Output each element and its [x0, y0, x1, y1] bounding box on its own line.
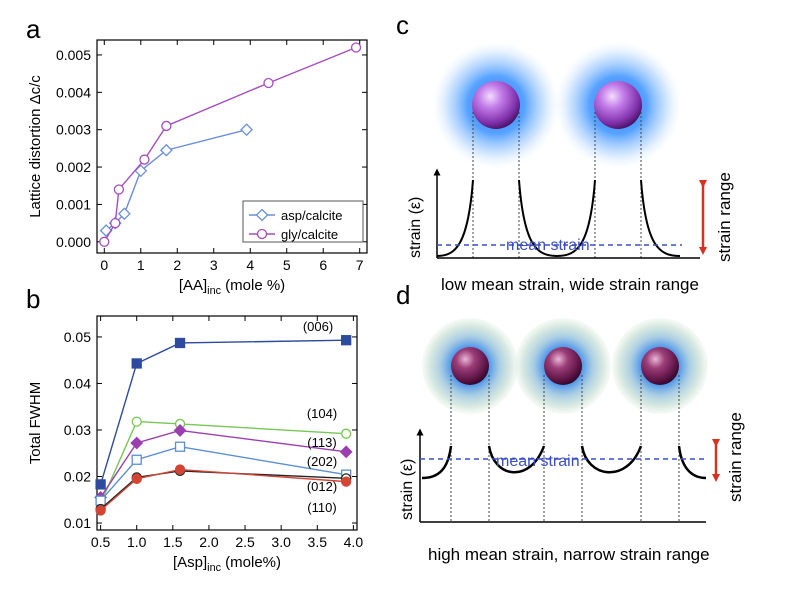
y-tick-label: 0.005	[56, 47, 91, 63]
x-tick-label: 0.5	[91, 534, 111, 550]
x-tick-label: 2.0	[199, 534, 219, 550]
y-tick-label: 0.03	[64, 422, 91, 438]
y-tick-label: 0.002	[56, 159, 91, 175]
data-point	[263, 77, 274, 89]
series-label: (012)	[307, 479, 337, 494]
data-point	[131, 358, 142, 369]
data-point	[131, 416, 142, 427]
x-tick-label: 5	[283, 257, 291, 273]
plot-frame	[96, 315, 358, 531]
data-point	[159, 143, 173, 157]
x-tick-label: 4.0	[344, 534, 364, 550]
data-point	[341, 476, 352, 487]
x-tick-label: 4	[246, 257, 254, 273]
atom-sphere-d2	[544, 347, 582, 385]
strain-range-label-d: strain range	[726, 412, 745, 502]
series-line-202	[100, 446, 347, 502]
legend-label: gly/calcite	[281, 227, 338, 242]
plot-frame	[96, 39, 368, 254]
y-axis-label-d: strain (ε)	[399, 459, 416, 520]
data-point	[341, 335, 352, 346]
legend-marker	[256, 228, 268, 240]
data-point	[139, 154, 150, 165]
data-point	[95, 479, 106, 490]
legend-label: asp/calcite	[281, 208, 342, 223]
series-label: (202)	[307, 454, 337, 469]
x-axis-label: [AA]inc (mole %)	[179, 277, 285, 297]
x-tick-label: 7	[356, 257, 364, 273]
series-label: (113)	[307, 435, 336, 450]
y-tick-label: 0.001	[56, 196, 91, 212]
data-point	[99, 236, 110, 247]
chart-a: 0 1 2 3 4 5 6 7 0.000 0.001 0.002 0.003 0.004 0.005 [A…	[27, 39, 368, 297]
y-tick-label: 0.003	[56, 122, 91, 138]
strain-curve-d	[421, 445, 707, 480]
mean-strain-label-d: mean strain	[496, 453, 580, 470]
y-axis-label: Lattice distortion Δc/c	[27, 75, 44, 218]
y-tick-label: 0.000	[56, 234, 91, 250]
data-point	[173, 424, 187, 437]
y-axis-label: Total FWHM	[27, 382, 44, 465]
data-point	[130, 436, 144, 450]
panel-d-schematic: d mean strain strain range strain (ε) hi…	[396, 280, 745, 564]
chart-b: 0.5 1.0 1.5 2.0 2.5 3.0 3.5 4.0 0.01 0.02 0.03 0.04…	[27, 315, 364, 574]
legend-marker	[255, 208, 269, 222]
y-tick-label: 0.05	[64, 329, 91, 345]
x-tick-label: 2.5	[235, 534, 255, 550]
x-tick-label: 3.5	[308, 534, 328, 550]
x-tick-label: 1.0	[127, 534, 147, 550]
series-label: (104)	[307, 406, 337, 421]
atom-sphere-d3	[641, 347, 679, 385]
data-point	[131, 473, 142, 484]
y-tick-label: 0.004	[56, 84, 91, 100]
data-point	[161, 120, 172, 132]
x-axis-label: [Asp]inc (mole%)	[173, 554, 281, 574]
series-line-006	[99, 339, 347, 485]
x-tick-label: 2	[173, 257, 181, 273]
x-tick-label: 1	[137, 257, 145, 273]
data-point	[117, 207, 131, 221]
data-point	[131, 454, 142, 465]
series-label: (006)	[303, 319, 333, 334]
x-tick-label: 0	[100, 257, 108, 273]
panel-c-letter: c	[396, 10, 409, 40]
series-label: (110)	[307, 500, 336, 515]
panel-d-letter: d	[396, 280, 410, 310]
data-point	[174, 464, 186, 475]
data-point	[341, 428, 352, 439]
series-line-110	[100, 468, 347, 511]
mean-strain-label-c: mean strain	[506, 237, 590, 254]
y-tick-label: 0.04	[64, 375, 91, 391]
x-tick-label: 1.5	[163, 534, 183, 550]
data-point	[113, 184, 125, 195]
panel-a-letter: a	[26, 14, 41, 44]
atom-sphere-c1	[472, 81, 520, 129]
data-point	[95, 505, 106, 516]
panel-b-letter: b	[26, 284, 40, 314]
data-point	[95, 495, 106, 506]
data-point	[174, 337, 186, 349]
data-point	[110, 217, 121, 229]
strain-range-label-c: strain range	[715, 172, 734, 262]
x-tick-label: 3.0	[271, 534, 291, 550]
caption-c: low mean strain, wide strain range	[441, 275, 699, 294]
panel-c-schematic: c mean strain strain range strain (ε) lo…	[396, 10, 734, 294]
atom-sphere-c2	[594, 81, 642, 129]
data-point	[350, 42, 362, 53]
y-tick-label: 0.02	[64, 469, 91, 485]
atom-sphere-d1	[451, 347, 489, 385]
y-axis-label-c: strain (ε)	[407, 197, 424, 258]
caption-d: high mean strain, narrow strain range	[428, 545, 710, 564]
series-line-104	[99, 420, 347, 504]
x-tick-label: 3	[210, 257, 218, 273]
data-point	[174, 441, 186, 452]
strain-curve-c	[436, 179, 681, 258]
data-point	[339, 445, 353, 459]
x-tick-label: 6	[319, 257, 327, 273]
series-line-113	[100, 429, 347, 498]
y-tick-label: 0.01	[64, 515, 91, 531]
data-point	[240, 123, 254, 137]
